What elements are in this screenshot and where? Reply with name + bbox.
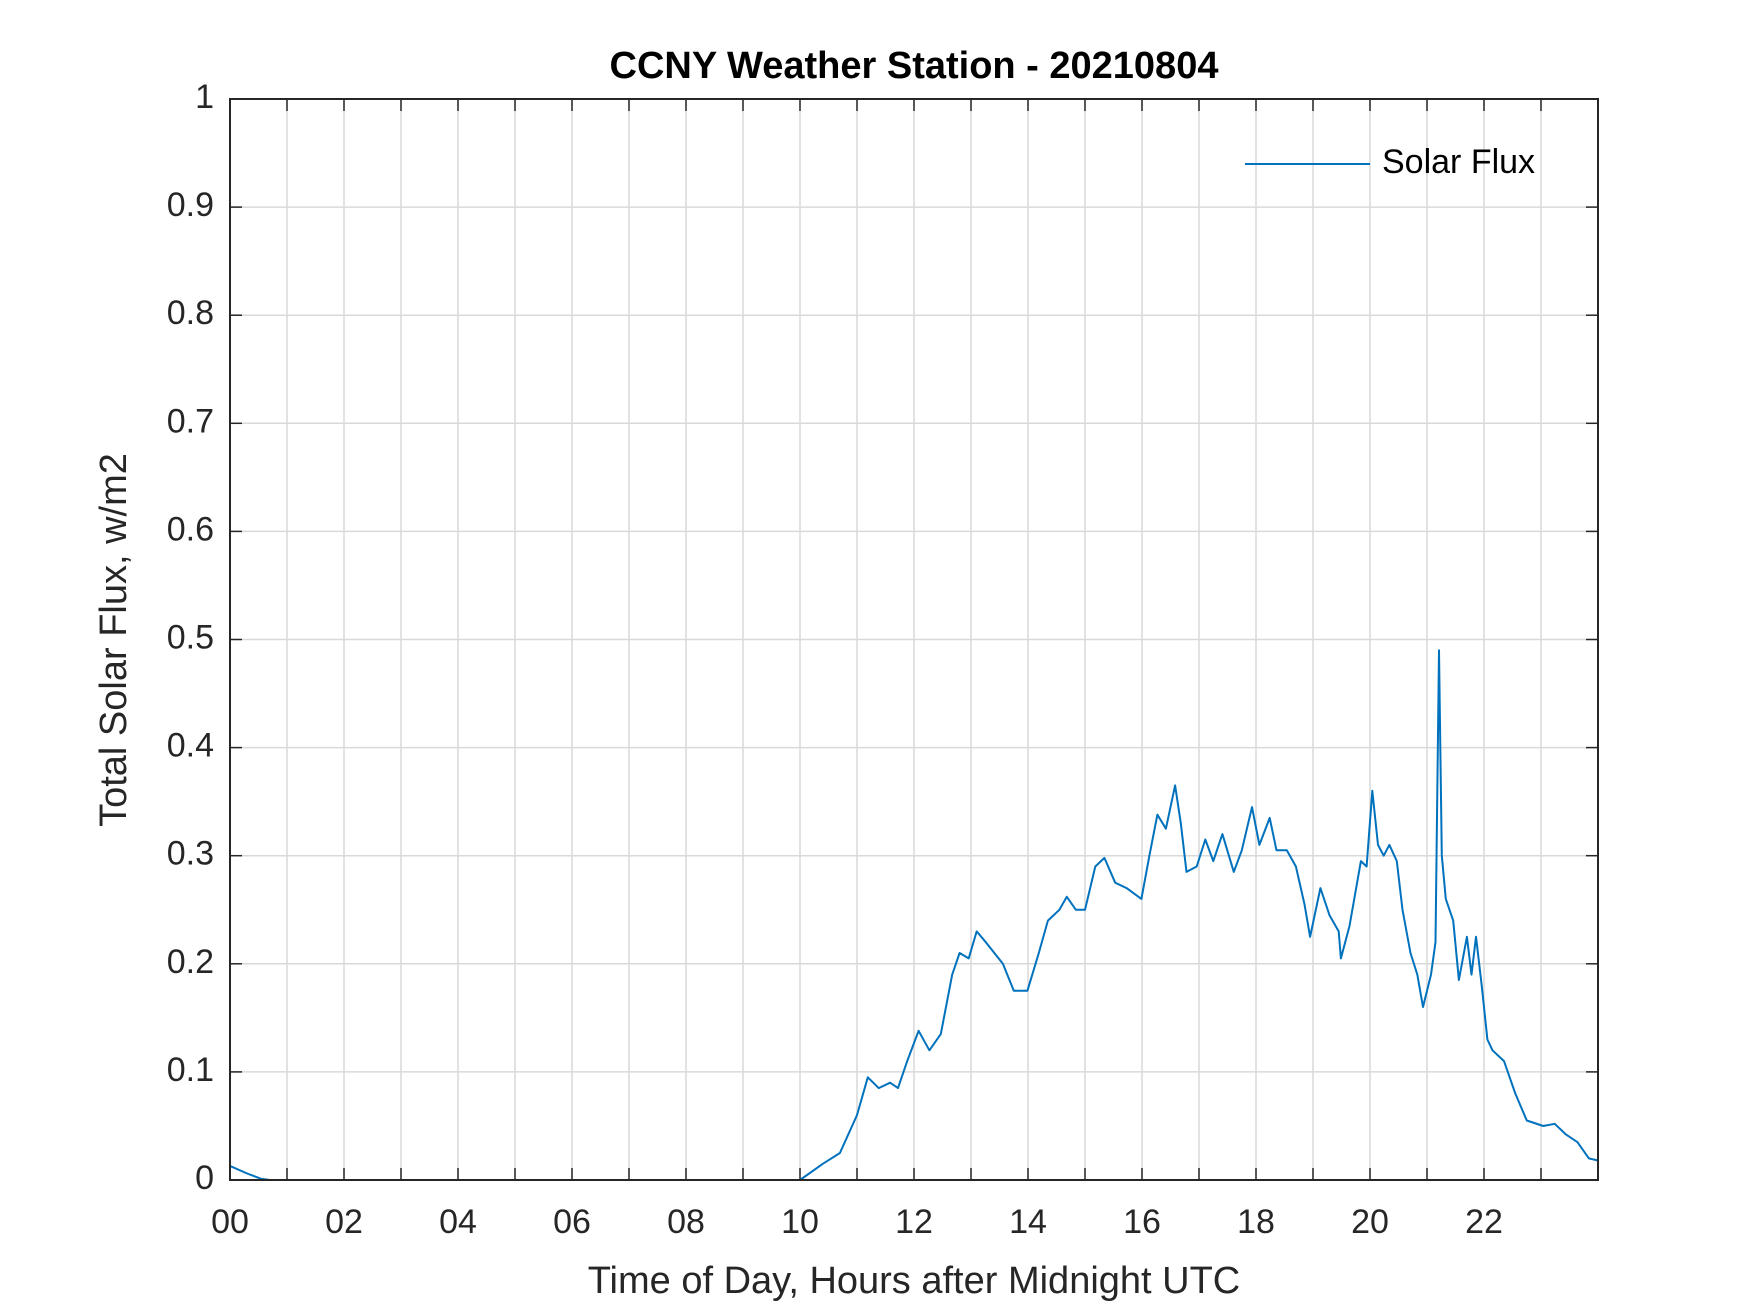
y-tick-label: 0.6 [167, 510, 214, 548]
y-tick-label: 0.7 [167, 402, 214, 440]
x-tick-label: 12 [895, 1203, 933, 1241]
y-tick-label: 1 [195, 78, 214, 116]
x-tick-label: 08 [667, 1203, 705, 1241]
x-tick-label: 22 [1465, 1203, 1503, 1241]
x-tick-label: 02 [325, 1203, 363, 1241]
x-tick-label: 14 [1009, 1203, 1047, 1241]
x-tick-label: 10 [781, 1203, 819, 1241]
y-tick-label: 0.5 [167, 618, 214, 656]
x-tick-label: 18 [1237, 1203, 1275, 1241]
y-tick-label: 0.3 [167, 835, 214, 873]
y-tick-label: 0.9 [167, 186, 214, 224]
x-tick-label: 16 [1123, 1203, 1161, 1241]
x-tick-label: 04 [439, 1203, 477, 1241]
y-tick-label: 0 [195, 1159, 214, 1197]
y-axis-label: Total Solar Flux, w/m2 [93, 453, 135, 827]
x-tick-label: 06 [553, 1203, 591, 1241]
y-tick-label: 0.8 [167, 294, 214, 332]
data-line [229, 649, 1599, 1181]
x-tick-label: 00 [211, 1203, 249, 1241]
x-tick-label: 20 [1351, 1203, 1389, 1241]
y-tick-label: 0.4 [167, 727, 214, 765]
y-tick-label: 0.1 [167, 1051, 214, 1089]
y-tick-label: 0.2 [167, 943, 214, 981]
x-axis-label: Time of Day, Hours after Midnight UTC [588, 1260, 1241, 1302]
legend-label: Solar Flux [1382, 143, 1535, 181]
plot-frame [229, 98, 1599, 1181]
chart-title: CCNY Weather Station - 20210804 [610, 45, 1219, 87]
